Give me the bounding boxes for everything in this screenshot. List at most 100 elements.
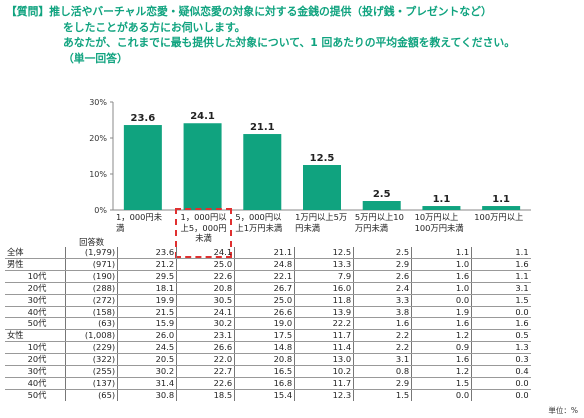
- category-label-line: 100万円以上: [474, 212, 524, 222]
- table-cell: 24.1: [176, 306, 235, 319]
- table-cell: 21.1: [234, 247, 295, 259]
- row-sub-label: 30代: [25, 365, 66, 378]
- table-cell: 24.8: [234, 258, 295, 271]
- row-count: (137): [65, 377, 118, 390]
- bar-value-label: 23.6: [131, 113, 156, 124]
- table-cell: 11.8: [294, 294, 354, 307]
- table-cell: 2.9: [353, 258, 412, 271]
- bar-value-label: 12.5: [310, 153, 335, 164]
- table-row: 50代 (65) 30.8 18.5 15.4 12.3 1.5 0.0 0.0: [5, 389, 531, 401]
- data-table: 回答数 全体 (1,979) 23.6 24.1 21.1 12.5 2.5 1.1 1.1 男性(…: [5, 237, 531, 401]
- category-label-line: 上1万円未満: [235, 222, 283, 233]
- table-cell: 18.1: [117, 282, 177, 295]
- table-header-blank: [118, 237, 177, 247]
- row-group-label: 男性: [5, 258, 26, 271]
- table-cell: 2.2: [353, 329, 412, 343]
- row-sub-label: 10代: [25, 341, 66, 355]
- table-cell: 30.2: [176, 317, 235, 331]
- table-cell: 21.5: [117, 306, 177, 319]
- table-cell: 0.0: [471, 377, 531, 390]
- category-label: 1，000円未満: [116, 212, 172, 233]
- table-cell: 1.1: [471, 270, 531, 283]
- table-cell: 21.2: [117, 258, 177, 271]
- bar-chart: 0% 10% 20% 30% 23.6 24.1 21.1 12.5 2.5 1.1 1.1: [89, 98, 531, 215]
- row-count: (288): [65, 282, 118, 295]
- question-prefix: 【質問】: [6, 5, 50, 18]
- table-cell: 11.4: [294, 341, 354, 355]
- table-cell: 1.1: [411, 247, 472, 259]
- table-row: 男性 (971) 21.2 25.0 24.8 13.3 2.9 1.0 1.6: [5, 258, 531, 271]
- row-sub-label: 40代: [25, 377, 66, 390]
- table-cell: 0.9: [411, 341, 472, 355]
- table-cell: 2.5: [353, 247, 412, 259]
- table-cell: 13.9: [294, 306, 354, 319]
- row-group-label: [5, 294, 26, 307]
- table-row: 30代 (255) 30.2 22.7 16.5 10.2 0.8 1.2 0.4: [5, 365, 531, 378]
- table-row: 20代 (322) 20.5 22.0 20.8 13.0 3.1 1.6 0.3: [5, 353, 531, 367]
- table-cell: 20.8: [176, 282, 235, 295]
- table-cell: 0.4: [471, 365, 531, 378]
- table-cell: 12.5: [294, 247, 354, 259]
- table-cell: 23.1: [176, 329, 235, 343]
- row-group-label: [5, 353, 26, 367]
- table-cell: 26.6: [176, 341, 235, 355]
- table-row: 50代 (63) 15.9 30.2 19.0 22.2 1.6 1.6 1.6: [5, 317, 531, 331]
- table-header-blank: [412, 237, 472, 247]
- category-label: 5万円以上10 万円未満: [355, 212, 411, 233]
- table-header-blank: [5, 237, 26, 247]
- table-cell: 30.8: [117, 389, 177, 401]
- row-sub-label: 50代: [27, 389, 47, 400]
- table-cell: 22.6: [176, 377, 235, 390]
- table-row: 全体 (1,979) 23.6 24.1 21.1 12.5 2.5 1.1 1.1: [5, 247, 531, 259]
- row-group-label: [5, 282, 26, 295]
- table-cell: 1.0: [411, 258, 472, 271]
- table-cell: 3.1: [471, 282, 531, 295]
- table-cell: 7.9: [294, 270, 354, 283]
- bar: [303, 165, 341, 210]
- row-count: (1,008): [65, 329, 118, 343]
- table-header-blank: [295, 237, 354, 247]
- row-count: (158): [65, 306, 118, 319]
- table-cell: 13.0: [294, 353, 354, 367]
- table-cell: 1.0: [411, 282, 472, 295]
- table-cell: 22.0: [176, 353, 235, 367]
- table-cell: 1.6: [471, 317, 531, 331]
- table-cell: 16.0: [294, 282, 354, 295]
- table-cell: 2.9: [353, 377, 412, 390]
- table-cell: 26.6: [234, 306, 295, 319]
- table-cell: 18.5: [176, 389, 235, 401]
- question-text: 【質問】推し活やバーチャル恋愛・疑似恋愛の対象に対する金銭の提供（投げ銭・プレゼ…: [6, 4, 582, 66]
- table-cell: 20.8: [234, 353, 295, 367]
- row-count: (255): [65, 365, 118, 378]
- category-label-line: 円未満: [295, 222, 321, 233]
- table-cell: 1.6: [353, 317, 412, 331]
- category-label-line: 未満: [195, 233, 212, 243]
- table-cell: 26.7: [234, 282, 295, 295]
- question-line-4: （単一回答）: [63, 51, 128, 65]
- bar-value-label: 1.1: [433, 194, 451, 205]
- table-cell: 16.5: [234, 365, 295, 378]
- table-header-blank: [472, 237, 531, 247]
- y-tick-label: 30%: [89, 98, 107, 107]
- category-label-line: 上5，000円: [180, 222, 227, 233]
- table-cell: 2.4: [353, 282, 412, 295]
- table-cell: 11.7: [294, 377, 354, 390]
- table-cell: 22.6: [176, 270, 235, 283]
- table-header-row: 回答数: [5, 237, 531, 247]
- table-cell: 1.6: [471, 258, 531, 271]
- table-cell: 1.2: [411, 329, 472, 343]
- table-cell: 1.6: [411, 270, 472, 283]
- category-label: 10万円以上 100万円未満: [415, 212, 471, 233]
- table-cell: 0.0: [411, 294, 472, 307]
- table-cell: 1.3: [471, 341, 531, 355]
- table-cell: 0.0: [471, 389, 531, 401]
- table-cell: 1.5: [353, 389, 412, 401]
- row-group-label: [5, 377, 26, 390]
- bar: [482, 206, 521, 210]
- table-row: 20代 (288) 18.1 20.8 26.7 16.0 2.4 1.0 3.1: [5, 282, 531, 295]
- row-count: (229): [65, 341, 118, 355]
- table-header-blank: [177, 237, 235, 247]
- table-cell: 1.6: [411, 317, 472, 331]
- table-cell: 0.8: [353, 365, 412, 378]
- table-cell: 20.5: [117, 353, 177, 367]
